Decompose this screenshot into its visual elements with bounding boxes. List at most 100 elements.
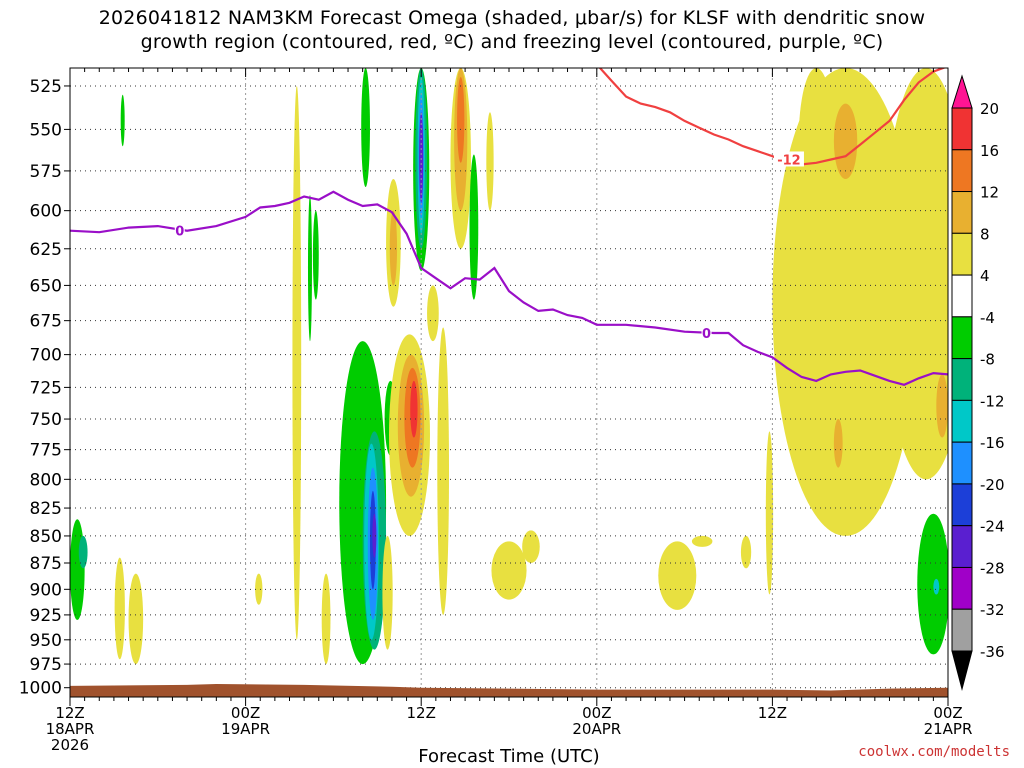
colorbar-bin-8 (951, 441, 973, 485)
colorbar-bin-3 (951, 232, 973, 276)
freezing-level-contour (70, 190, 948, 386)
y-tick-label-9: 750 (30, 410, 62, 430)
omega-region-39 (658, 541, 697, 610)
omega-region-17 (361, 68, 370, 188)
freezing-level-label-1: 0 (702, 327, 711, 342)
colorbar-label-13: -36 (980, 643, 1005, 661)
omega-region-42 (765, 431, 774, 595)
colorbar-label-10: -24 (980, 518, 1005, 536)
y-tick-label-15: 900 (30, 580, 62, 600)
omega-region-45 (798, 68, 834, 211)
x-tick-label-2-0: 12Z (407, 704, 436, 722)
y-tick-label-10: 775 (30, 441, 62, 461)
x-tick-label-1-0: 00Z (231, 704, 260, 722)
omega-region-9 (321, 573, 331, 665)
surface-terrain (70, 683, 948, 697)
omega-region-30 (427, 285, 439, 342)
y-tick-label-16: 925 (30, 606, 62, 626)
colorbar-bin-7 (951, 399, 973, 443)
omega-region-29 (419, 112, 424, 203)
y-tick-label-3: 600 (30, 202, 62, 222)
y-tick-label-12: 825 (30, 499, 62, 519)
colorbar-bin-4 (951, 274, 973, 318)
x-tick-label-0-2: 2026 (51, 736, 89, 754)
omega-region-38 (522, 530, 540, 564)
contour-lines: 0 0 -12 (70, 68, 948, 386)
omega-region-8 (312, 210, 319, 300)
omega-region-40 (691, 535, 713, 547)
omega-region-7 (307, 194, 312, 342)
dgz-isotherm-label: -12 (777, 153, 801, 168)
omega-region-36 (486, 112, 494, 211)
omega-region-6 (292, 85, 302, 640)
omega-region-2 (120, 94, 125, 147)
colorbar-label-4: 4 (980, 267, 990, 285)
colorbar-label-1: 16 (980, 142, 999, 160)
colorbar-bin-2 (951, 191, 973, 234)
x-tick-label-5-1: 21APR (924, 720, 973, 738)
dgz-label-bg (773, 151, 804, 167)
colorbar-max-triangle (951, 74, 973, 109)
credit-text: coolwx.com/modelts (858, 744, 1010, 760)
omega-region-16 (382, 535, 393, 650)
y-tick-label-19: 1000 (19, 679, 62, 699)
omega-region-4 (128, 573, 144, 665)
x-tick-label-4-0: 12Z (758, 704, 787, 722)
x-axis-title: Forecast Time (UTC) (418, 746, 599, 767)
omega-region-5 (255, 573, 263, 605)
surface-terrain-fill (70, 683, 948, 697)
omega-region-49 (917, 513, 948, 655)
colorbar: 20 16 12 8 4 -4 -8 -12 -16 -20 -24 -28 -32 -36 (951, 74, 1005, 691)
colorbar-label-12: -32 (980, 601, 1005, 619)
chart-title-line-1: 2026041812 NAM3KM Forecast Omega (shaded… (98, 7, 926, 29)
omega-region-31 (437, 327, 450, 615)
omega-region-37 (491, 541, 527, 600)
omega-region-15 (372, 513, 377, 558)
omega-region-41 (740, 535, 752, 569)
freezing-level-label-0: 0 (175, 225, 184, 240)
x-tick-label-0-0: 12Z (55, 704, 84, 722)
colorbar-label-9: -20 (980, 476, 1005, 494)
omega-region-35 (469, 154, 479, 300)
y-tick-label-11: 800 (30, 470, 62, 490)
omega-region-19 (389, 210, 398, 286)
colorbar-bin-5 (951, 316, 973, 360)
colorbar-bin-6 (951, 358, 973, 401)
omega-shading (70, 68, 948, 665)
chart-title-line-2: growth region (contoured, red, ºC) and f… (140, 31, 884, 53)
y-tick-label-6: 675 (30, 312, 62, 332)
colorbar-bin-11 (951, 566, 973, 610)
colorbar-min-triangle (951, 650, 973, 691)
y-tick-label-4: 625 (30, 240, 62, 260)
y-tick-label-0: 525 (30, 77, 62, 97)
colorbar-bin-12 (951, 608, 973, 652)
y-tick-label-13: 850 (30, 527, 62, 547)
x-tick-label-1-1: 19APR (221, 720, 270, 738)
y-tick-label-7: 700 (30, 346, 62, 366)
omega-region-46 (833, 103, 858, 180)
freezing-label-bg-0 (174, 223, 185, 238)
colorbar-bin-10 (951, 525, 973, 568)
colorbar-label-3: 8 (980, 225, 990, 243)
omega-region-50 (933, 578, 940, 595)
y-tick-label-17: 950 (30, 631, 62, 651)
omega-region-0 (70, 519, 85, 620)
omega-region-3 (114, 557, 125, 660)
x-tick-label-3-1: 20APR (572, 720, 621, 738)
chart-title: 2026041812 NAM3KM Forecast Omega (shaded… (0, 6, 1024, 54)
colorbar-bin-9 (951, 483, 973, 527)
freezing-label-bg-1 (701, 326, 712, 341)
x-tick-label-3-0: 00Z (582, 704, 611, 722)
colorbar-label-8: -16 (980, 434, 1005, 452)
y-tick-label-8: 725 (30, 378, 62, 398)
omega-region-34 (457, 77, 465, 163)
colorbar-label-0: 20 (980, 100, 999, 118)
y-tick-label-14: 875 (30, 554, 62, 574)
y-tick-label-2: 575 (30, 162, 62, 182)
colorbar-label-2: 12 (980, 184, 999, 202)
colorbar-bin-0 (951, 107, 973, 151)
x-tick-label-0-1: 18APR (46, 720, 95, 738)
colorbar-bin-1 (951, 149, 973, 193)
